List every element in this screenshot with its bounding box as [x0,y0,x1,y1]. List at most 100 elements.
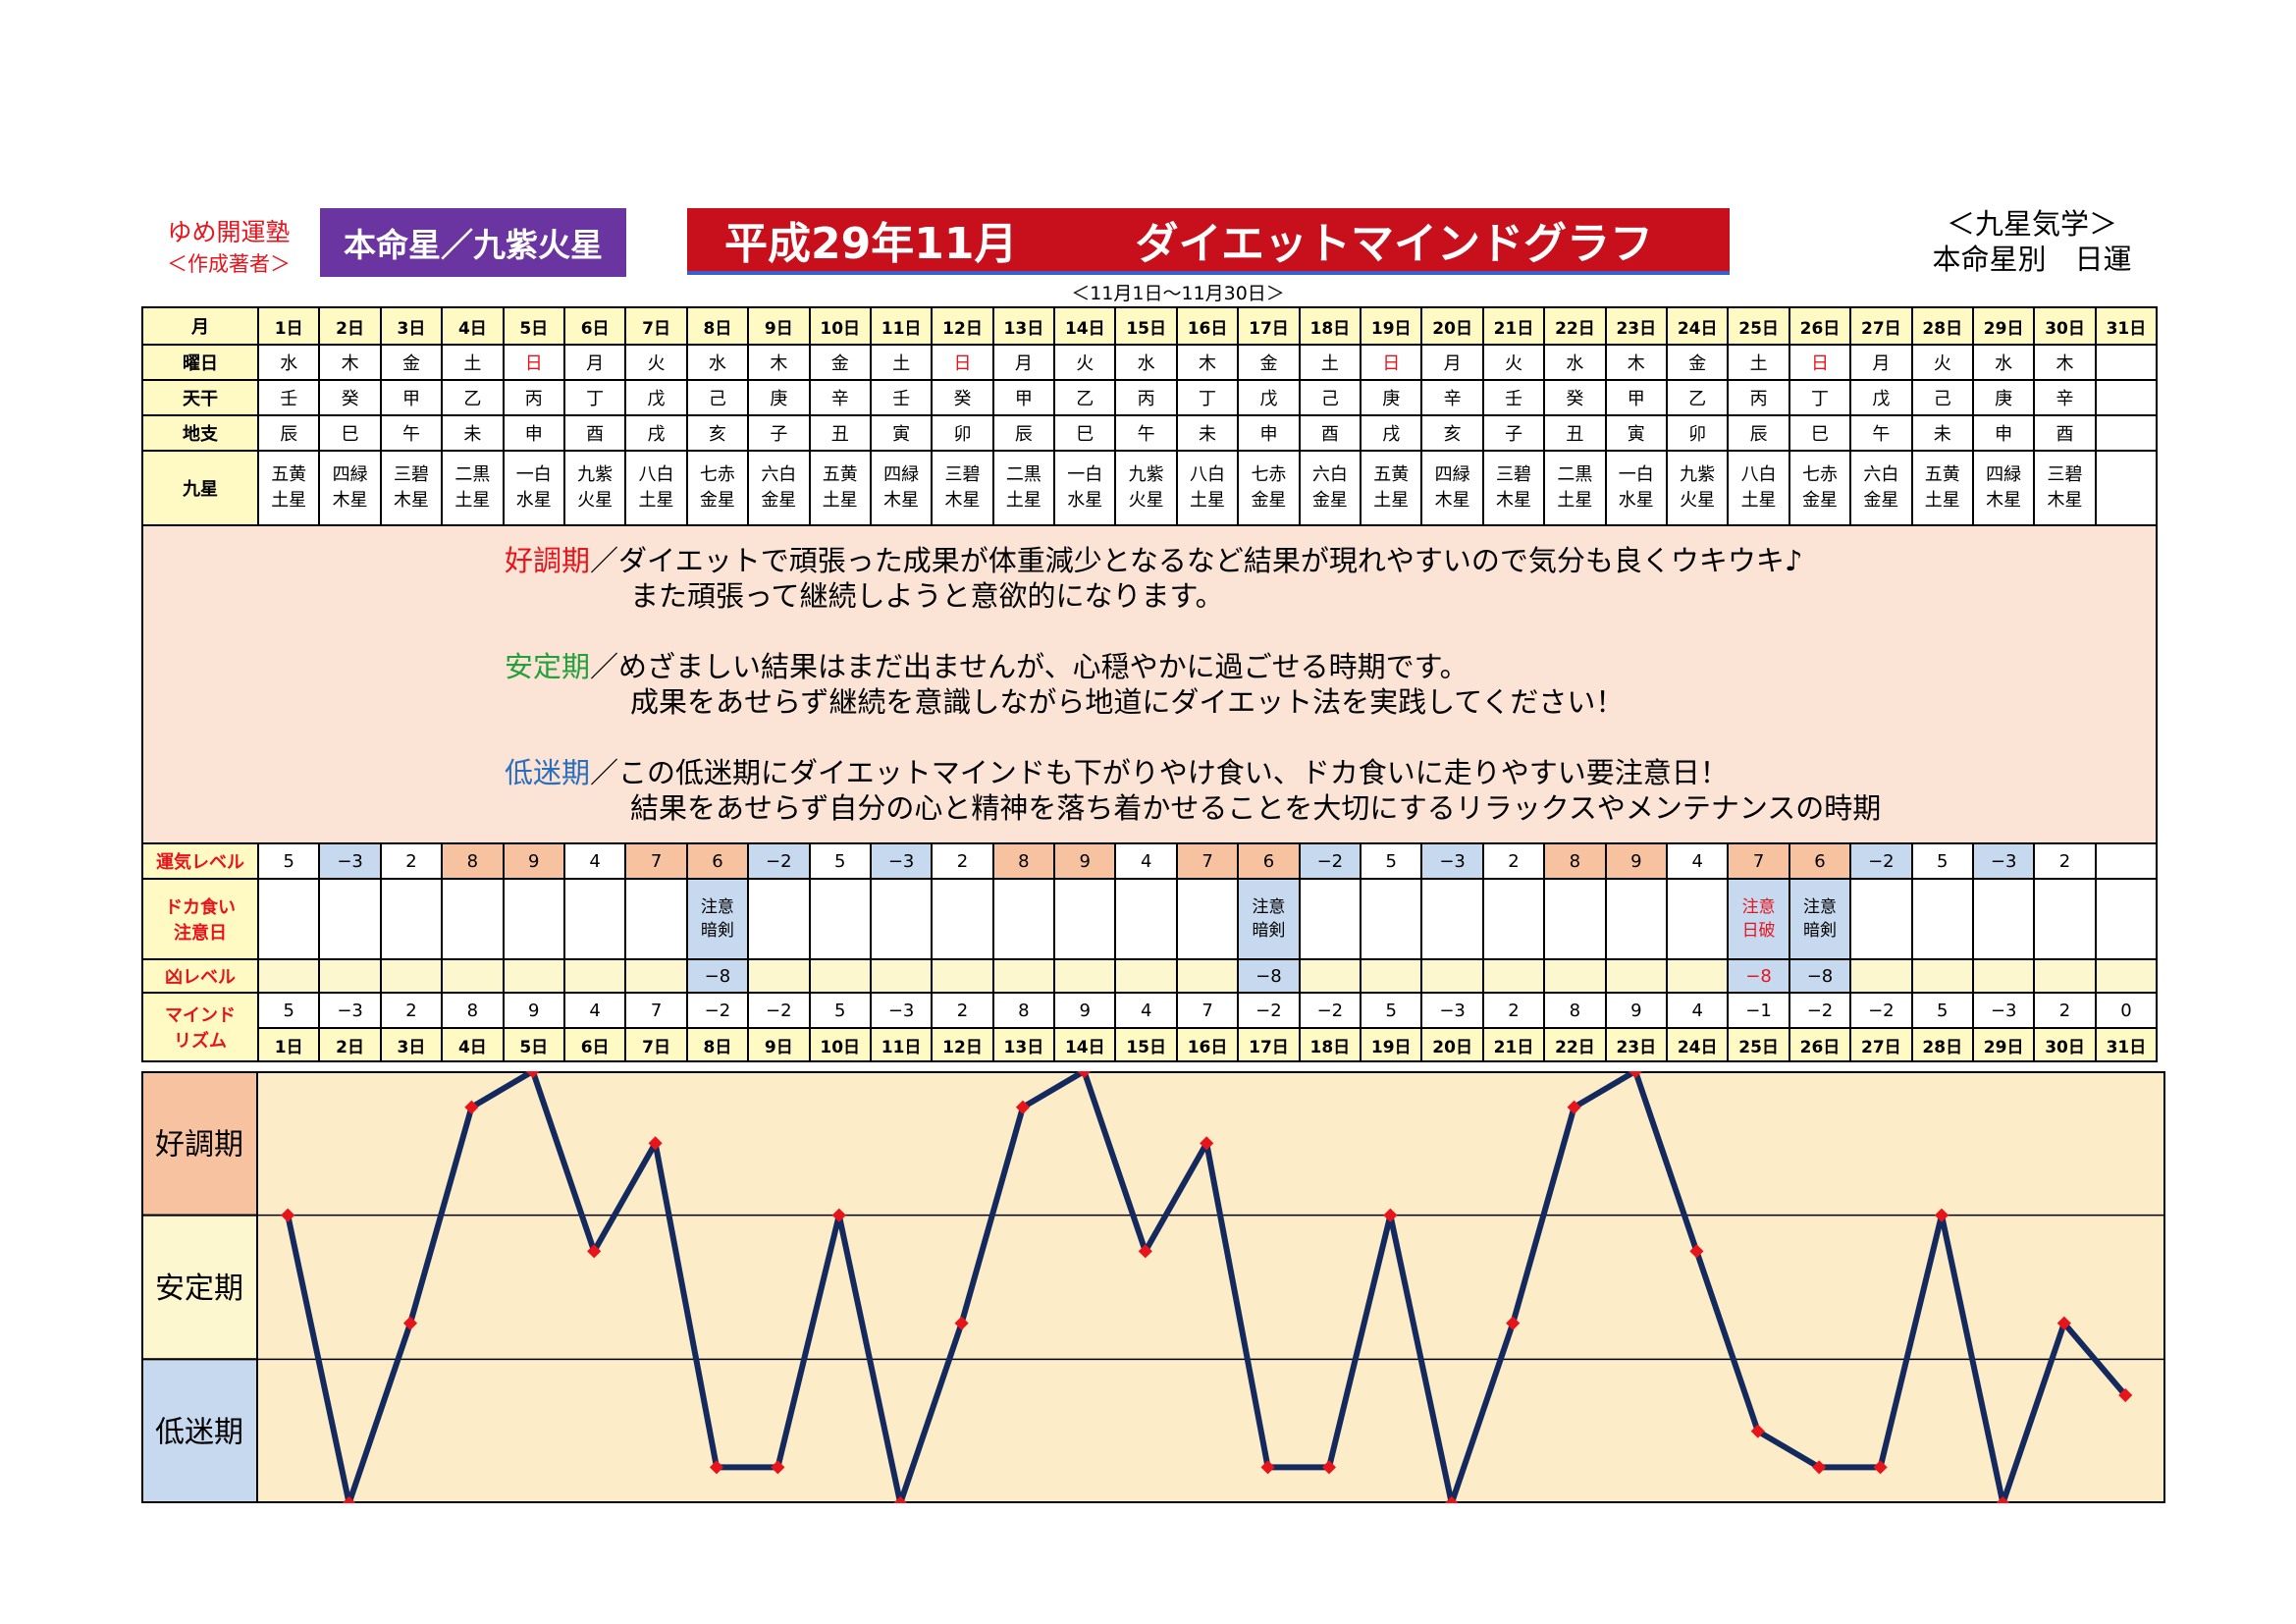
shi-cell: 未 [1910,414,1974,452]
kyusei-top: 五黄 [822,464,858,485]
unki-cell: −3 [1971,842,2036,880]
doka-cell [502,878,565,960]
kyo-cell [1665,958,1730,994]
kyo-cell [562,958,627,994]
desc-good-line1: ／ダイエットで頑張った成果が体重減少となるなど結果が現れやすいので気分も良くウキ… [590,544,1803,577]
kyusei-cell: 三碧 木星 [379,450,444,526]
label-kyusei: 九星 [141,450,259,526]
weekday-cell: 月 [562,344,627,381]
day-footer-cell: 25日 [1727,1027,1790,1062]
kyusei-bottom: 木星 [2047,490,2083,511]
kan-cell: 乙 [441,379,505,416]
kyusei-bottom: 金星 [1801,490,1838,511]
day-header-cell: 12日 [931,306,994,346]
day-header-cell: 13日 [991,306,1056,346]
day-header-cell: 23日 [1604,306,1668,346]
kan-cell: 癸 [1543,379,1607,416]
day-footer-cell: 10日 [808,1027,872,1062]
kyusei-bottom: 土星 [1740,490,1777,511]
kan-cell: 庚 [1971,379,2036,416]
day-footer-cell: 2日 [318,1027,382,1062]
day-footer-cell: 24日 [1665,1027,1730,1062]
day-header-cell: 20日 [1420,306,1484,346]
kyo-cell: −8 [685,958,750,994]
doka-cell [624,878,688,960]
kyusei-bottom: 木星 [1986,490,2022,511]
weekday-cell: 水 [1114,344,1178,381]
doka-cell [441,878,505,960]
shi-cell: 午 [379,414,444,452]
mind-cell: −2 [1849,992,1913,1029]
weekday-cell: 火 [1053,344,1117,381]
kyusei-cell: 四緑 木星 [318,450,382,526]
shi-cell: 寅 [869,414,934,452]
shi-cell: 亥 [685,414,750,452]
doka-cell: 注意 暗剣 [685,878,750,960]
weekday-cell: 水 [1971,344,2036,381]
shi-cell: 戌 [624,414,688,452]
data-point-8 [709,1460,724,1475]
kyusei-top: 八白 [638,464,674,485]
day-header-cell: 22日 [1543,306,1607,346]
day-header-cell: 26日 [1788,306,1852,346]
shi-cell: 巳 [318,414,382,452]
kan-cell: 甲 [991,379,1056,416]
doka-cell [1604,878,1668,960]
day-footer-cell: 4日 [441,1027,505,1062]
mind-cell: 5 [1360,992,1423,1029]
kyo-cell [1114,958,1178,994]
desc-low-line1: ／この低迷期にダイエットマインドも下がりやけ食い、ドカ食いに走りやすい要注意日！ [590,756,1729,789]
band-label: 安定期 [155,1272,243,1306]
weekday-cell: 日 [502,344,565,381]
kyo-cell [624,958,688,994]
author-subtitle: ＜作成著者＞ [167,252,291,276]
mind-cell: −3 [869,992,934,1029]
kyusei-cell: 六白 金星 [1298,450,1362,526]
unki-cell: −3 [869,842,934,880]
day-footer-cell: 20日 [1420,1027,1484,1062]
kyusei-cell [2094,450,2159,526]
weekday-cell: 月 [1849,344,1913,381]
kan-cell: 甲 [379,379,444,416]
day-footer-cell: 26日 [1788,1027,1852,1062]
shi-cell: 午 [1849,414,1913,452]
kyusei-bottom: 土星 [271,490,307,511]
shi-cell: 丑 [1543,414,1607,452]
shi-cell: 申 [1971,414,2036,452]
row-description: 好調期／ダイエットで頑張った成果が体重減少となるなど結果が現れやすいので気分も良… [140,524,2159,844]
row-mind: マインド リズム 5 −3 2 8 9 4 7 −2 −2 5 −3 2 8 9 4 7 −2 −2 5 −3 2 8 9 4… [141,992,2159,1062]
unki-cell: 2 [2033,842,2097,880]
desc-good-line2: また頑張って継続しようと意欲的になります。 [630,579,1224,613]
day-header-cell: 14日 [1053,306,1117,346]
mind-cell: −3 [1420,992,1484,1029]
kyusei-bottom: 土星 [1924,490,1960,511]
kyusei-bottom: 水星 [1067,490,1103,511]
mind-cell: −1 [1727,992,1790,1029]
desc-low-head: 低迷期 [505,756,591,789]
kyusei-top: 三碧 [393,464,429,485]
day-header-cell: 29日 [1971,306,2036,346]
shi-cell: 未 [441,414,505,452]
doka-cell: 注意 暗剣 [1788,878,1852,960]
mind-cell: 4 [1665,992,1730,1029]
label-kan: 天干 [141,379,259,416]
row-kyusei: 九星 五黄 土星 四緑 木星 三碧 木星 二黒 土星 一白 水星 九紫 火星 八白 土星 七赤 金星 六白 金星五… [141,450,2159,526]
mind-cell: 0 [2094,992,2159,1029]
weekday-cell: 月 [991,344,1056,381]
honmei-label: 本命星／九紫火星 [320,208,626,277]
kyusei-cell: 六白 金星 [747,450,811,526]
kyusei-top: 一白 [1067,464,1103,485]
kyusei-bottom: 土星 [1190,490,1226,511]
kyusei-bottom: 土星 [638,490,674,511]
kyusei-bottom: 火星 [1128,490,1164,511]
kan-cell: 己 [1910,379,1974,416]
kyo-cell [747,958,811,994]
data-point-14 [1077,1071,1092,1079]
kyusei-cell: 四緑 木星 [1420,450,1484,526]
kyusei-bottom: 金星 [761,490,797,511]
day-footer-cell: 29日 [1971,1027,2036,1062]
kyo-cell [1910,958,1974,994]
day-footer-cell: 14日 [1053,1027,1117,1062]
kyo-cell [1298,958,1362,994]
